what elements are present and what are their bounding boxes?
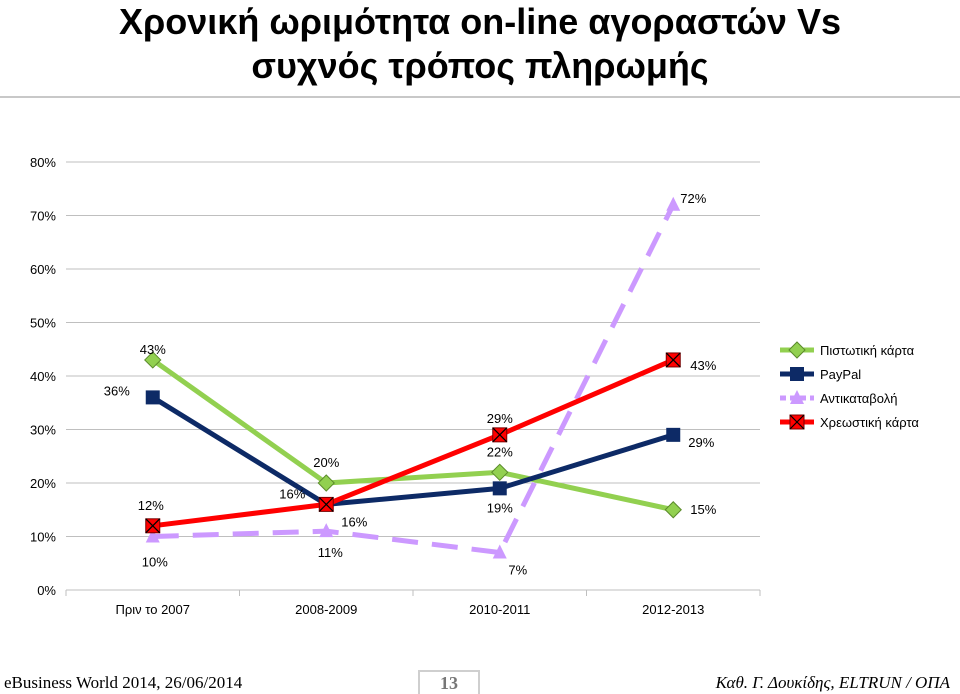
data-point	[318, 496, 334, 512]
data-label: 15%	[690, 502, 716, 517]
legend-marker	[789, 414, 805, 430]
data-label: 43%	[690, 358, 716, 373]
x-tick-label: 2010-2011	[469, 602, 530, 617]
y-tick-label: 70%	[30, 209, 56, 224]
data-point	[664, 501, 682, 519]
data-label: 29%	[487, 411, 513, 426]
data-label: 16%	[341, 514, 367, 529]
y-tick-label: 30%	[30, 423, 56, 438]
title-line-1: Χρονική ωριμότητα on-line αγοραστών Vs	[118, 1, 841, 42]
data-label: 29%	[688, 435, 714, 450]
data-point	[319, 523, 334, 538]
data-point	[492, 544, 507, 559]
data-label: 20%	[313, 455, 339, 470]
y-tick-label: 20%	[30, 476, 56, 491]
data-point	[144, 351, 162, 369]
footer-author: Καθ. Γ. Δουκίδης, ELTRUN / ΟΠΑ	[715, 673, 950, 692]
series-line	[152, 357, 675, 529]
y-tick-label: 10%	[30, 530, 56, 545]
data-point	[492, 427, 508, 443]
data-label: 19%	[487, 500, 513, 515]
data-point	[145, 518, 161, 534]
legend-marker	[788, 341, 806, 359]
legend-label: Πιστωτική κάρτα	[820, 343, 915, 358]
title-line-2: συχνός τρόπος πληρωμής	[251, 45, 709, 86]
data-point	[665, 352, 681, 368]
data-label: 22%	[487, 444, 513, 459]
legend-marker	[790, 390, 804, 404]
page-number: 13	[418, 670, 480, 694]
x-axis: Πριν το 2007 2008-2009 2010-2011 2012-2013	[65, 590, 761, 617]
data-point	[145, 528, 160, 543]
data-point	[492, 481, 507, 496]
x-tick-label: Πριν το 2007	[116, 602, 191, 617]
data-label: 72%	[680, 191, 706, 206]
slide-title: Χρονική ωριμότητα on-line αγοραστών Vs σ…	[0, 0, 960, 88]
line-chart: 0% 10% 20% 30% 40% 50% 60% 70% 80% Πριν το 2007 2…	[30, 155, 919, 617]
data-label: 10%	[142, 555, 168, 570]
legend-label: Χρεωστική κάρτα	[820, 415, 919, 430]
data-label: 43%	[140, 342, 166, 357]
data-label: 16%	[279, 486, 305, 501]
data-point	[317, 474, 335, 492]
data-label: 36%	[104, 383, 130, 398]
y-tick-label: 40%	[30, 369, 56, 384]
data-label: 12%	[138, 498, 164, 513]
data-point	[666, 427, 681, 442]
legend-label: Αντικαταβολή	[820, 391, 897, 406]
data-labels: 43% 20% 22% 15% 36% 16% 19% 29% 10% 11% 7% 72% 12% 16…	[104, 191, 717, 578]
series-line	[151, 357, 674, 513]
gridlines	[66, 161, 760, 591]
data-label: 7%	[508, 563, 527, 578]
x-tick-label: 2012-2013	[642, 602, 704, 617]
series-line	[152, 203, 676, 556]
data-point	[145, 390, 160, 405]
data-point	[666, 196, 681, 211]
legend-marker	[790, 367, 804, 381]
x-tick-label: 2008-2009	[295, 602, 357, 617]
series-line	[151, 395, 674, 507]
y-tick-label: 0%	[37, 583, 56, 598]
legend: Πιστωτική κάρτα PayPal Αντικαταβολή Χρεωστι…	[780, 341, 919, 430]
y-axis: 0% 10% 20% 30% 40% 50% 60% 70% 80%	[30, 155, 56, 598]
series-group	[144, 196, 682, 559]
data-point	[491, 463, 509, 482]
data-label: 11%	[318, 545, 343, 560]
legend-label: PayPal	[820, 367, 861, 382]
y-tick-label: 80%	[30, 155, 56, 170]
y-tick-label: 60%	[30, 262, 56, 277]
footer-event: eBusiness World 2014, 26/06/2014	[4, 673, 243, 692]
title-divider	[0, 96, 960, 98]
y-tick-label: 50%	[30, 316, 56, 331]
